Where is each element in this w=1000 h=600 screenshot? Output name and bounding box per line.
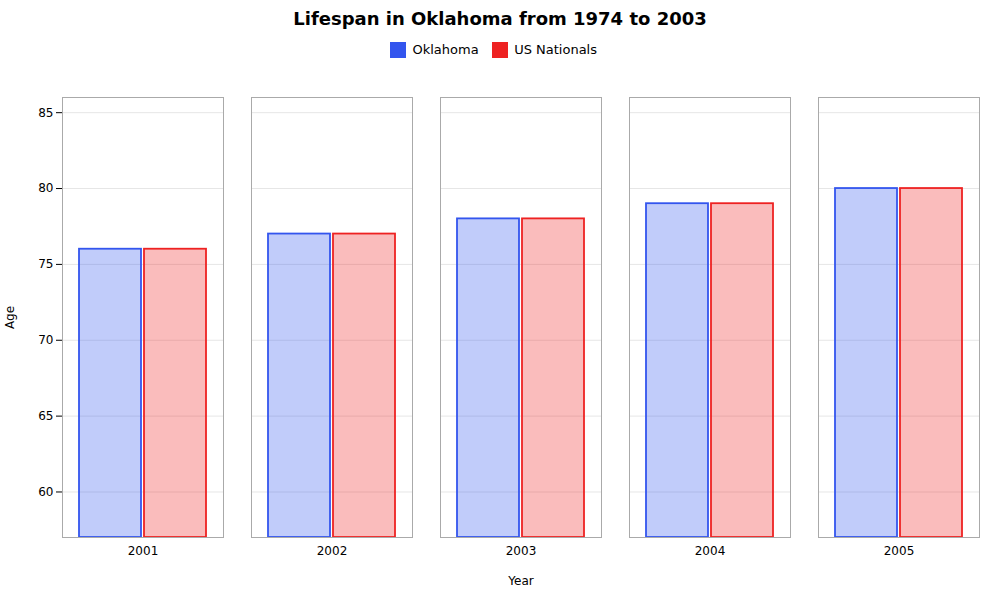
svg-text:85: 85 [38,105,53,119]
svg-text:2002: 2002 [317,544,348,558]
svg-text:70: 70 [38,333,53,347]
svg-text:60: 60 [38,484,53,498]
svg-text:2003: 2003 [506,544,537,558]
svg-text:2001: 2001 [128,544,159,558]
svg-text:2004: 2004 [695,544,726,558]
html-text:US Nationals: US Nationals [514,42,597,57]
svg-text:Age: Age [3,305,17,328]
svg-text:80: 80 [38,181,53,195]
svg-text:65: 65 [38,408,53,422]
html-text:Oklahoma: Oklahoma [412,42,479,57]
svg-text:2005: 2005 [884,544,915,558]
svg-text:Year: Year [507,573,533,587]
html-text:Lifespan in Oklahoma from 1974: Lifespan in Oklahoma from 1974 to 2003 [293,8,707,29]
svg-text:75: 75 [38,257,53,271]
